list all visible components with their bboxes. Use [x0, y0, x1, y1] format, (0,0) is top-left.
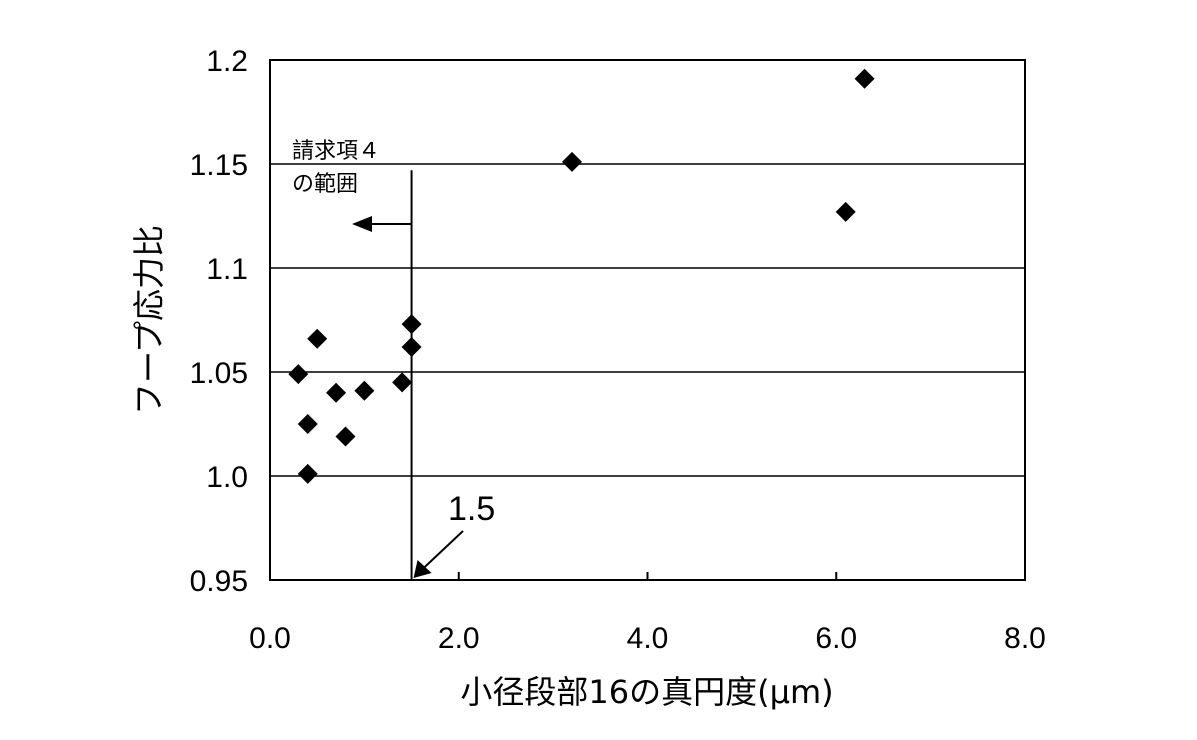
data-point	[836, 202, 856, 222]
range-arrow-head	[352, 216, 372, 232]
data-point	[402, 337, 422, 357]
y-tick-label: 1.05	[190, 357, 248, 390]
data-point	[402, 314, 422, 334]
x-tick-label: 4.0	[627, 622, 669, 655]
y-tick-label: 1.0	[206, 461, 248, 494]
y-axis-title: フープ応力比	[130, 225, 168, 415]
data-point	[326, 383, 346, 403]
data-point	[392, 372, 412, 392]
grid-lines	[270, 164, 1025, 476]
data-point	[336, 426, 356, 446]
plot-frame	[270, 60, 1025, 580]
data-point	[562, 152, 582, 172]
data-point	[307, 329, 327, 349]
x-tick-label: 2.0	[438, 622, 480, 655]
x-tick-marks	[459, 572, 837, 580]
x-tick-labels: 0.0 2.0 4.0 6.0 8.0	[249, 622, 1046, 655]
threshold-pointer-shaft	[422, 531, 463, 570]
range-label-line2: の範囲	[292, 172, 358, 197]
data-point	[298, 464, 318, 484]
x-tick-label: 6.0	[815, 622, 857, 655]
y-tick-labels: 0.95 1.0 1.05 1.1 1.15 1.2	[190, 45, 248, 598]
data-points	[288, 69, 874, 484]
data-point	[288, 364, 308, 384]
data-point	[855, 69, 875, 89]
threshold-value-label: 1.5	[448, 490, 495, 528]
y-tick-label: 0.95	[190, 565, 248, 598]
x-tick-label: 8.0	[1004, 622, 1046, 655]
range-label-line1: 請求項４	[292, 139, 380, 164]
y-tick-label: 1.2	[206, 45, 248, 78]
threshold-annotation	[352, 170, 463, 580]
x-axis-title: 小径段部16の真円度(μm)	[460, 673, 833, 711]
data-point	[354, 381, 374, 401]
data-point	[298, 414, 318, 434]
x-tick-label: 0.0	[249, 622, 291, 655]
y-tick-label: 1.1	[206, 253, 248, 286]
y-tick-label: 1.15	[190, 149, 248, 182]
